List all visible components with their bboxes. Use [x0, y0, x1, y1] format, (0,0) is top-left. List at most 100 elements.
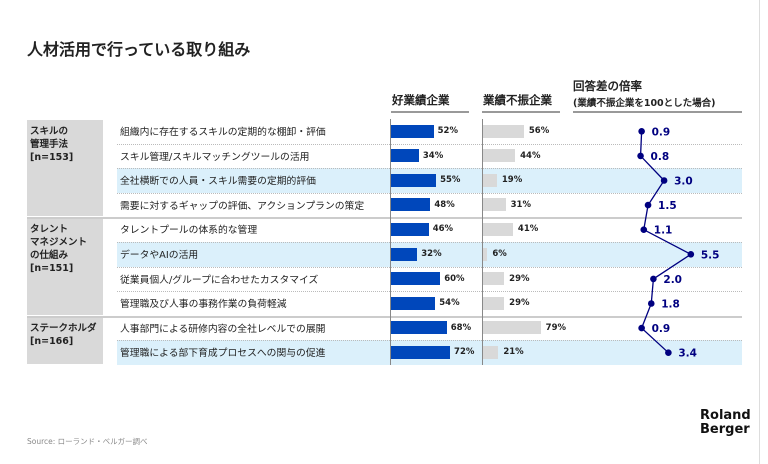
header-ratio-title: 回答差の倍率 [573, 79, 642, 93]
row-label: 管理職による部下育成プロセスへの関与の促進 [120, 348, 326, 360]
ratio-label: 5.5 [701, 249, 720, 261]
row-divider [27, 315, 742, 318]
value-poor: 44% [520, 150, 541, 161]
logo-text: Roland Berger [700, 408, 751, 437]
value-poor: 79% [545, 322, 567, 333]
group-label: スキルの 管理手法 [n=153] [27, 120, 103, 217]
bar-good [391, 247, 418, 261]
table-row: 需要に対するギャップの評価、アクションプランの策定 [117, 193, 742, 218]
ratio-point [660, 177, 668, 184]
value-good: 72% [454, 347, 475, 358]
row-label: タレントプールの体系的な管理 [120, 225, 258, 237]
bar-good [391, 222, 429, 236]
bar-poor [483, 247, 488, 261]
ratio-label: 1.1 [654, 225, 673, 237]
bar-poor [483, 222, 513, 236]
bar-good [391, 272, 441, 286]
ratio-point [647, 300, 655, 307]
ratio-point [650, 275, 657, 283]
row-label: 人事部門による研修内容の全社レベルでの展開 [120, 323, 326, 335]
ratio-label: 0.8 [651, 151, 670, 163]
row-divider [117, 340, 742, 342]
bar-good [391, 321, 447, 335]
table-row: 従業員個人/グループに合わせたカスタマイズ [117, 267, 742, 292]
header-poor: 業績不振企業 [483, 93, 552, 107]
value-good: 48% [434, 199, 455, 210]
value-poor: 41% [517, 224, 539, 235]
bar-good [391, 173, 437, 187]
header-good: 好業績企業 [392, 93, 450, 107]
header-rule [391, 111, 469, 113]
row-label: 全社横断での人員・スキル需要の定期的評価 [120, 176, 316, 188]
row-label: 管理職及び人事の事務作業の負荷軽減 [120, 299, 287, 311]
row-label: 組織内に存在するスキルの定期的な棚卸・評価 [120, 127, 326, 138]
group-label: ステークホルダ [n=166] [27, 316, 103, 364]
value-good: 68% [450, 322, 472, 333]
ratio-line [639, 131, 693, 354]
value-good: 34% [422, 150, 444, 161]
ratio-point [665, 349, 672, 357]
table-row: 組織内に存在するスキルの定期的な棚卸・評価 [117, 119, 742, 144]
axis-poor [482, 119, 483, 365]
bar-poor [483, 296, 505, 310]
ratio-point [637, 152, 644, 160]
header-rule [573, 111, 742, 113]
ratio-point [644, 201, 652, 209]
bar-poor [483, 345, 499, 359]
value-poor: 21% [503, 347, 524, 358]
table-row: スキル管理/スキルマッチングツールの活用 [117, 144, 742, 169]
ratio-point [638, 324, 645, 332]
group-label: タレント マネジメント の仕組み [n=151] [27, 218, 103, 315]
value-good: 55% [440, 175, 461, 186]
bar-good [391, 296, 436, 310]
value-good: 52% [437, 126, 458, 136]
ratio-label: 0.9 [652, 323, 671, 335]
ratio-point [638, 128, 645, 135]
value-good: 54% [439, 298, 460, 309]
value-poor: 6% [492, 249, 507, 259]
row-label: 需要に対するギャップの評価、アクションプランの策定 [120, 200, 365, 212]
ratio-label: 1.8 [661, 299, 680, 311]
page-edge [759, 0, 760, 464]
value-poor: 56% [528, 126, 550, 136]
bar-good [391, 149, 419, 163]
value-good: 60% [444, 273, 465, 284]
value-poor: 19% [501, 175, 523, 186]
source-note: Source: ローランド・ベルガー調べ [27, 437, 148, 446]
row-divider [117, 143, 742, 145]
roland-berger-logo: Roland Berger [700, 409, 751, 437]
table-row: タレントプールの体系的な管理 [117, 217, 742, 242]
table-row: 人事部門による研修内容の全社レベルでの展開 [117, 316, 742, 341]
row-label: 従業員個人/グループに合わせたカスタマイズ [120, 274, 319, 286]
header-ratio-sub: (業績不振企業を100とした場合) [573, 98, 716, 109]
row-divider [117, 266, 742, 268]
page-title: 人材活用で行っている取り組み [27, 40, 251, 59]
axis-good [390, 119, 391, 365]
bar-poor [483, 149, 516, 163]
value-good: 32% [421, 249, 442, 259]
ratio-label: 1.5 [658, 200, 677, 212]
header-rule [482, 111, 560, 113]
ratio-label: 3.0 [674, 176, 693, 188]
bar-poor [483, 272, 505, 286]
bar-poor [483, 124, 524, 138]
ratio-label: 0.9 [652, 126, 671, 138]
row-divider [117, 242, 742, 243]
row-label: スキル管理/スキルマッチングツールの活用 [120, 151, 310, 163]
bar-good [391, 198, 431, 212]
value-good: 46% [432, 224, 454, 235]
ratio-point [687, 251, 695, 258]
bar-poor [483, 321, 541, 335]
value-poor: 29% [509, 273, 530, 284]
table-row: 管理職及び人事の事務作業の負荷軽減 [117, 291, 742, 316]
value-poor: 29% [509, 298, 530, 309]
table-row: データやAIの活用 [117, 242, 742, 267]
bar-poor [483, 198, 506, 212]
row-label: データやAIの活用 [120, 250, 199, 261]
row-divider [117, 291, 742, 293]
row-divider [27, 217, 742, 220]
ratio-label: 3.4 [678, 348, 697, 360]
ratio-label: 2.0 [663, 274, 682, 286]
ratio-point [640, 226, 648, 233]
